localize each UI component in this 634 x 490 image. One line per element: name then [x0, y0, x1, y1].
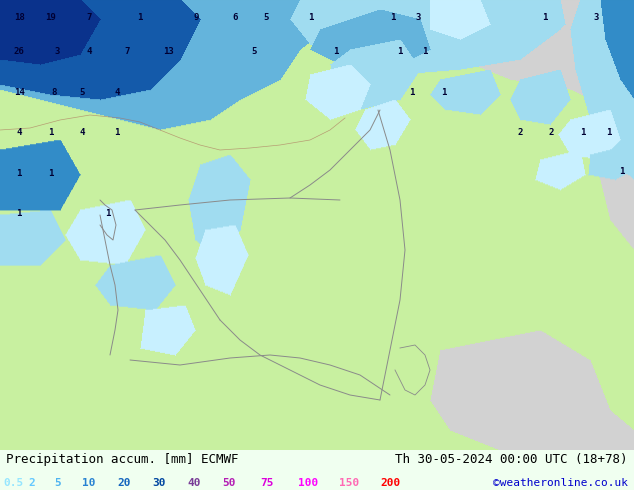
Text: 7: 7: [124, 47, 129, 56]
Text: 5: 5: [54, 478, 61, 488]
Text: 18: 18: [14, 14, 24, 23]
Text: 150: 150: [339, 478, 359, 488]
Text: Th 30-05-2024 00:00 UTC (18+78): Th 30-05-2024 00:00 UTC (18+78): [395, 453, 628, 466]
Text: 1: 1: [115, 128, 120, 137]
Text: 14: 14: [14, 88, 24, 97]
Text: 4: 4: [80, 128, 85, 137]
Text: 1: 1: [441, 88, 446, 97]
Text: 2: 2: [517, 128, 522, 137]
Text: 40: 40: [187, 478, 200, 488]
Text: 8: 8: [51, 88, 56, 97]
Text: 1: 1: [105, 209, 110, 218]
Text: 1: 1: [137, 14, 142, 23]
Text: 2: 2: [549, 128, 554, 137]
Text: 1: 1: [391, 14, 396, 23]
Text: 0.5: 0.5: [3, 478, 23, 488]
Text: 9: 9: [194, 14, 199, 23]
Text: ©weatheronline.co.uk: ©weatheronline.co.uk: [493, 478, 628, 488]
Text: Precipitation accum. [mm] ECMWF: Precipitation accum. [mm] ECMWF: [6, 453, 239, 466]
Text: 13: 13: [163, 47, 173, 56]
Text: 1: 1: [410, 88, 415, 97]
Text: 1: 1: [48, 169, 53, 178]
Text: 20: 20: [117, 478, 131, 488]
Text: 1: 1: [397, 47, 402, 56]
Text: 19: 19: [46, 14, 56, 23]
Text: 2: 2: [29, 478, 36, 488]
Text: 5: 5: [251, 47, 256, 56]
Text: 1: 1: [581, 128, 586, 137]
Text: 10: 10: [82, 478, 96, 488]
Text: 1: 1: [16, 209, 22, 218]
Text: 3: 3: [593, 14, 598, 23]
Text: 1: 1: [48, 128, 53, 137]
Text: 1: 1: [308, 14, 313, 23]
Text: 3: 3: [55, 47, 60, 56]
Text: 200: 200: [380, 478, 401, 488]
Text: 7: 7: [86, 14, 91, 23]
Text: 26: 26: [14, 47, 24, 56]
Text: 1: 1: [606, 128, 611, 137]
Text: 1: 1: [16, 169, 22, 178]
Text: 4: 4: [86, 47, 91, 56]
Text: 1: 1: [543, 14, 548, 23]
Text: 50: 50: [222, 478, 235, 488]
Text: 5: 5: [264, 14, 269, 23]
Text: 1: 1: [422, 47, 427, 56]
Text: 6: 6: [232, 14, 237, 23]
Text: 1: 1: [333, 47, 339, 56]
Text: 4: 4: [16, 128, 22, 137]
Text: 5: 5: [80, 88, 85, 97]
Text: 100: 100: [298, 478, 318, 488]
Text: 75: 75: [260, 478, 273, 488]
Text: 30: 30: [152, 478, 165, 488]
Text: 3: 3: [416, 14, 421, 23]
Text: 1: 1: [619, 167, 624, 175]
Text: 4: 4: [115, 88, 120, 97]
